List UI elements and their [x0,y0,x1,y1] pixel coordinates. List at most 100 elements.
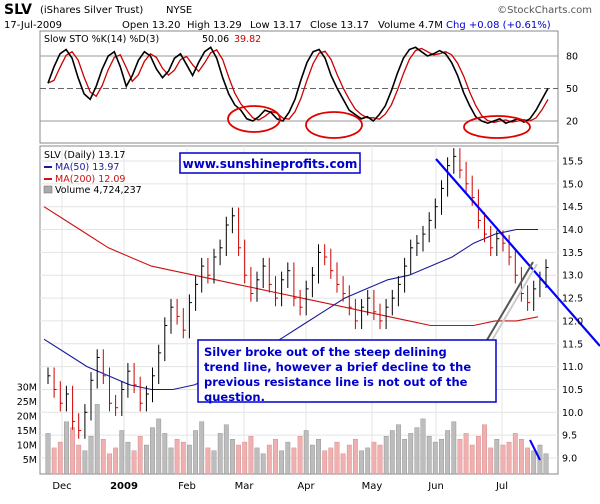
quote-high: High 13.29 [187,20,242,31]
month-tick-label: Jun [427,481,444,492]
quote-date: 17-Jul-2009 [4,20,62,31]
volume-bar [531,450,537,475]
volume-bar [279,450,284,475]
volume-bar [389,430,395,475]
volume-tick-label: 5M [23,455,37,466]
month-tick-label: Dec [52,481,71,492]
annotation-line: previous resistance line is not out of t… [204,375,468,389]
volume-bar [193,430,198,475]
oversold-circle-2 [305,111,363,139]
volume-bar [236,444,241,475]
price-tick-label: 11.5 [562,339,583,350]
price-tick-label: 9.5 [562,431,577,442]
volume-bar [88,436,94,475]
pointer-line [486,261,534,341]
month-axis: Dec 2009 Feb Mar Apr May Jun Jul [52,481,508,492]
trend-line [435,158,600,347]
price-tick-label: 13.0 [562,271,583,282]
volume-bars [45,404,549,475]
volume-bar [76,444,82,475]
volume-bar [512,433,518,475]
stochastic-tick-label: 50 [566,84,578,95]
quote-close: Close 13.17 [310,20,369,31]
volume-bar [180,441,186,475]
volume-bar [223,424,229,475]
volume-bar [64,421,69,475]
legend-volume-swatch [43,185,53,194]
annotation-line: Silver broke out of the steep delining [204,345,447,359]
price-tick-label: 12.5 [562,294,583,305]
volume-bar [402,439,407,475]
legend-ma50: MA(50) 13.97 [55,162,119,173]
annotation-box [197,339,497,403]
volume-bar [82,450,88,475]
ma50-line [43,228,538,391]
volume-bar [543,453,549,475]
quote-volume: Volume 4.7M [378,20,443,31]
volume-bar [519,439,524,475]
volume-axis: 30M 25M 20M 15M 10M 5M [17,383,37,467]
pointer-line-shade [490,263,538,343]
volume-bar [451,421,457,475]
price-tick-label: 15.5 [562,157,583,168]
volume-bar [488,447,494,475]
volume-tick-label: 25M [17,397,37,408]
volume-bar [414,427,420,475]
volume-tick-label: 10M [17,441,37,452]
volume-bar [432,441,438,475]
volume-bar [408,433,414,475]
price-tick-label: 10.5 [562,385,583,396]
month-tick-label: Apr [297,481,315,492]
volume-bar [439,439,444,475]
price-tick-label: 11.0 [562,362,583,373]
volume-bar [162,433,168,475]
volume-bar [383,436,389,475]
price-tick-label: 9.0 [562,454,577,465]
stochastic-axis: 80 50 20 [566,52,578,128]
volume-bar [506,441,512,475]
volume-bar [291,447,297,475]
price-tick-label: 15.0 [562,179,583,190]
volume-bar [266,444,272,475]
volume-bar [107,453,112,475]
volume-bar [377,444,383,475]
volume-bar [297,436,303,475]
volume-tick-label: 20M [17,412,37,423]
price-axis: 15.5 15.0 14.5 14.0 13.5 13.0 12.5 12.0 11.5 11.0… [562,157,583,465]
price-tick-label: 12.0 [562,316,583,327]
stochastic-grid [40,55,558,122]
volume-bar [199,421,205,475]
website-label: www.sunshineprofits.com [183,157,358,171]
stochastic-tick-label: 20 [566,117,578,128]
month-tick-label: Feb [178,481,196,492]
month-tick-label: Jul [495,481,508,492]
volume-bar [346,444,352,475]
volume-bar [310,444,315,475]
price-tick-label: 14.5 [562,202,583,213]
volume-bar [248,436,254,475]
volume-bar [230,439,235,475]
volume-tick-label: 15M [17,426,37,437]
volume-bar [494,439,500,475]
volume-bar [457,439,463,475]
oversold-circle-3 [463,115,531,139]
volume-bar [426,436,432,475]
volume-bar [174,439,180,475]
ticker-symbol: SLV [4,2,32,18]
volume-bar [242,441,248,475]
stochastic-k-line [47,46,549,125]
stochastic-d-value: 39.82 [234,34,261,45]
legend-volume: Volume 4,724,237 [55,185,142,196]
volume-bar [45,433,51,475]
volume-bar [359,450,364,475]
volume-bar [476,436,481,475]
stochastic-tick-label: 80 [566,52,578,63]
volume-bar [186,444,192,475]
volume-bar [131,450,137,475]
volume-bar [168,447,174,475]
volume-bar [365,447,371,475]
source-watermark: ©StockCharts.com [497,5,592,16]
volume-bar [340,453,346,475]
